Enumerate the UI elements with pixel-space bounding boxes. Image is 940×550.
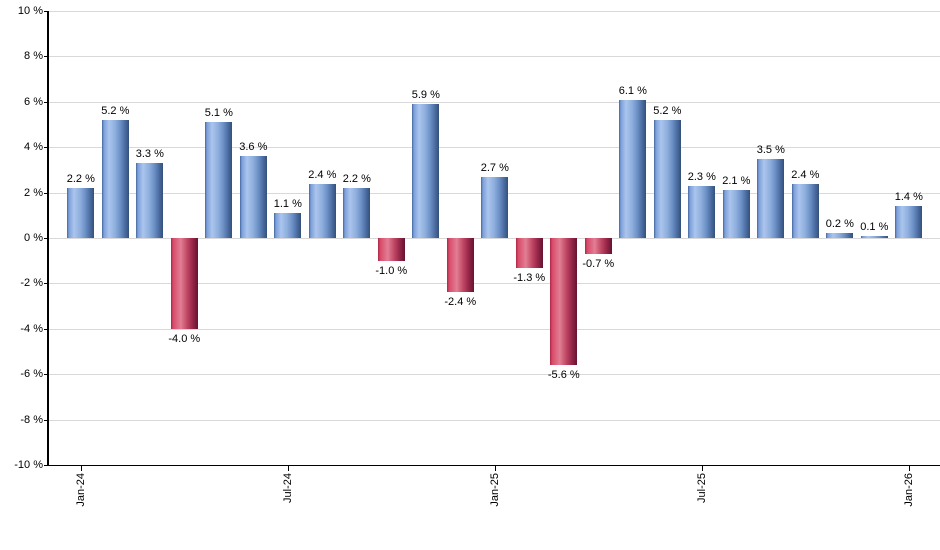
bar-value-label: -4.0 % [168, 332, 201, 345]
bar-value-label: -5.6 % [547, 369, 580, 382]
bar [584, 238, 612, 254]
y-axis-tick [44, 101, 48, 103]
bar [757, 158, 785, 238]
x-tick-label: Jul-25 [695, 473, 708, 503]
bar-value-label: 2.7 % [480, 161, 509, 174]
bar-value-label: 2.4 % [308, 168, 337, 181]
y-tick-label: -8 % [20, 413, 43, 426]
bar [377, 238, 405, 261]
bar-value-label: 3.6 % [239, 141, 268, 154]
x-axis-tick [908, 466, 910, 471]
y-tick-label: -6 % [20, 368, 43, 381]
gridline [48, 147, 940, 149]
y-tick-label: 4 % [24, 141, 43, 154]
bar [239, 156, 267, 238]
bar [308, 183, 336, 238]
bar-value-label: 2.2 % [342, 173, 371, 186]
y-axis-tick [44, 147, 48, 149]
bar [446, 238, 474, 293]
bar-value-label: 0.1 % [860, 220, 889, 233]
bar-value-label: 5.2 % [653, 104, 682, 117]
y-axis-tick [44, 328, 48, 330]
x-tick-label: Jan-25 [488, 473, 501, 507]
bar [481, 176, 509, 238]
bar [101, 119, 129, 238]
y-tick-label: 6 % [24, 95, 43, 108]
bar [791, 183, 819, 238]
gridline [48, 101, 940, 103]
y-tick-label: 8 % [24, 50, 43, 63]
y-tick-label: 0 % [24, 232, 43, 244]
gridline [48, 328, 940, 330]
bar [653, 119, 681, 238]
bar-value-label: -1.3 % [513, 271, 546, 284]
bar [67, 188, 95, 238]
y-axis-tick [44, 56, 48, 58]
bar [170, 238, 198, 329]
bar [205, 122, 233, 238]
y-axis-tick [44, 11, 48, 12]
x-tick-label: Jan-24 [74, 473, 87, 507]
bar [688, 185, 716, 238]
bar-value-label: -2.4 % [444, 296, 477, 309]
x-axis-line [47, 464, 940, 466]
y-axis-tick [44, 283, 48, 285]
y-axis-tick [44, 465, 48, 466]
y-tick-label: -2 % [20, 277, 43, 290]
x-axis-tick [494, 466, 496, 471]
y-axis-tick [44, 238, 48, 239]
bar-value-label: 1.1 % [273, 198, 302, 211]
x-tick-label: Jan-26 [902, 473, 915, 507]
y-tick-label: 2 % [24, 186, 43, 199]
bar-value-label: 3.5 % [756, 143, 785, 156]
y-tick-label: -4 % [20, 322, 43, 335]
x-axis-tick [701, 466, 703, 471]
gridline [48, 56, 940, 58]
y-axis-tick [44, 419, 48, 421]
gridline [48, 11, 940, 12]
y-tick-label: -10 % [14, 459, 43, 471]
bar [274, 213, 302, 238]
bar [895, 206, 923, 238]
bar-value-label: -1.0 % [375, 264, 408, 277]
bar [515, 238, 543, 268]
y-axis-tick [44, 374, 48, 376]
x-tick-label: Jul-24 [281, 473, 294, 503]
bar-value-label: 6.1 % [618, 84, 647, 97]
gridline [48, 238, 940, 239]
bar [826, 233, 854, 238]
bar-value-label: -0.7 % [582, 257, 615, 270]
x-axis-tick [287, 466, 289, 471]
bar [136, 163, 164, 238]
bar [860, 235, 888, 238]
bar-value-label: 5.1 % [204, 107, 233, 120]
bar-value-label: 1.4 % [894, 191, 923, 204]
bar [619, 99, 647, 238]
bar [343, 188, 371, 238]
y-axis-tick [44, 192, 48, 194]
bar-value-label: 2.1 % [722, 175, 751, 188]
bar-value-label: 5.2 % [101, 104, 130, 117]
bar-value-label: 3.3 % [135, 148, 164, 161]
bar [722, 190, 750, 238]
bar-value-label: 0.2 % [825, 218, 854, 231]
gridline [48, 283, 940, 285]
bar-value-label: 5.9 % [411, 89, 440, 102]
bar [550, 238, 578, 366]
bar-value-label: 2.2 % [66, 173, 95, 186]
gridline [48, 374, 940, 376]
bar-value-label: 2.3 % [687, 170, 716, 183]
bar-value-label: 2.4 % [791, 168, 820, 181]
gridline [48, 419, 940, 421]
y-tick-label: 10 % [17, 5, 43, 17]
bar [412, 104, 440, 238]
x-axis-tick [80, 466, 82, 471]
y-axis-line [47, 11, 49, 466]
